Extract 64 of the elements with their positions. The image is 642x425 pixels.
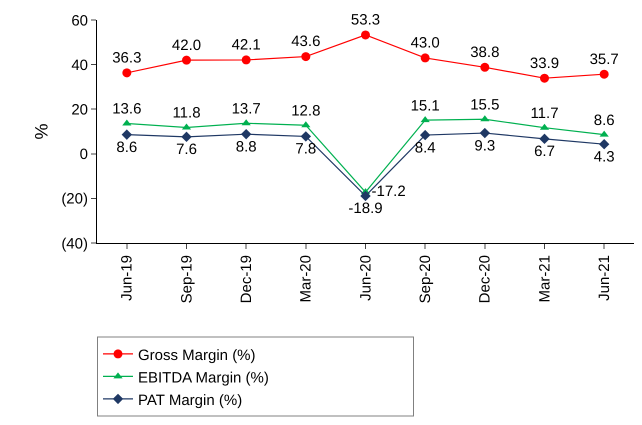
data-label: 4.3 xyxy=(594,148,615,166)
x-tick-label: Mar-21 xyxy=(536,255,554,303)
data-label: 35.7 xyxy=(590,50,619,68)
x-tick-label: Sep-19 xyxy=(178,255,196,304)
point xyxy=(539,134,550,144)
data-label: 11.7 xyxy=(530,104,559,122)
data-label: 38.8 xyxy=(470,44,500,61)
data-label: 15.5 xyxy=(470,96,500,114)
data-label: 53.3 xyxy=(350,12,380,29)
point xyxy=(600,70,609,79)
data-label: 15.1 xyxy=(410,97,440,114)
point xyxy=(240,128,252,140)
data-label: 7.6 xyxy=(176,141,197,158)
data-label: 43.6 xyxy=(291,33,320,50)
point xyxy=(420,130,430,140)
point xyxy=(242,55,251,64)
x-tick-label: Dec-20 xyxy=(476,255,494,304)
point xyxy=(181,132,192,142)
x-tick-label: Mar-20 xyxy=(298,255,315,303)
data-label: 8.8 xyxy=(236,138,257,156)
data-label: 8.4 xyxy=(414,139,436,156)
y-tick-label: 0 xyxy=(80,146,88,164)
data-label: 43.0 xyxy=(410,34,440,52)
data-label: 7.8 xyxy=(295,140,316,158)
point xyxy=(122,129,132,140)
data-label: 12.8 xyxy=(291,102,320,120)
data-label: 11.8 xyxy=(172,104,201,122)
legend-label: Gross Margin (%) xyxy=(138,346,256,364)
point xyxy=(360,190,371,202)
point xyxy=(598,139,610,150)
data-label: 42.0 xyxy=(172,36,202,54)
y-axis-title: % xyxy=(32,123,52,140)
point xyxy=(122,68,132,78)
data-label: -18.9 xyxy=(348,200,383,218)
legend-label: PAT Margin (%) xyxy=(138,392,242,409)
x-tick-label: Sep-20 xyxy=(417,255,434,304)
point xyxy=(480,62,490,72)
x-tick-label: Jun-21 xyxy=(596,255,614,301)
point xyxy=(361,30,370,40)
x-tick-label: Jun-19 xyxy=(118,255,136,301)
point xyxy=(301,52,310,62)
data-label: 8.6 xyxy=(594,112,615,129)
point xyxy=(480,128,490,138)
y-tick-label: 20 xyxy=(71,101,88,118)
y-tick-label: 60 xyxy=(71,12,88,30)
data-label: 6.7 xyxy=(534,143,555,160)
data-label: 8.6 xyxy=(116,138,138,156)
data-label: 42.1 xyxy=(232,36,261,54)
data-label: 13.7 xyxy=(232,100,261,118)
data-label: 33.9 xyxy=(530,54,560,72)
point xyxy=(182,56,191,65)
data-label: 9.3 xyxy=(474,137,496,154)
point xyxy=(540,74,549,83)
y-tick-label: (20) xyxy=(61,190,88,208)
data-label: 36.3 xyxy=(112,49,142,66)
point xyxy=(420,53,430,62)
data-label: -17.2 xyxy=(372,182,406,200)
legend-label: EBITDA Margin (%) xyxy=(138,369,269,386)
point xyxy=(300,131,312,142)
x-tick-label: Dec-19 xyxy=(238,255,256,304)
y-tick-label: (40) xyxy=(61,235,88,252)
y-tick-label: 40 xyxy=(71,56,88,74)
data-label: 13.6 xyxy=(112,100,142,118)
x-tick-label: Jun-20 xyxy=(357,255,374,301)
